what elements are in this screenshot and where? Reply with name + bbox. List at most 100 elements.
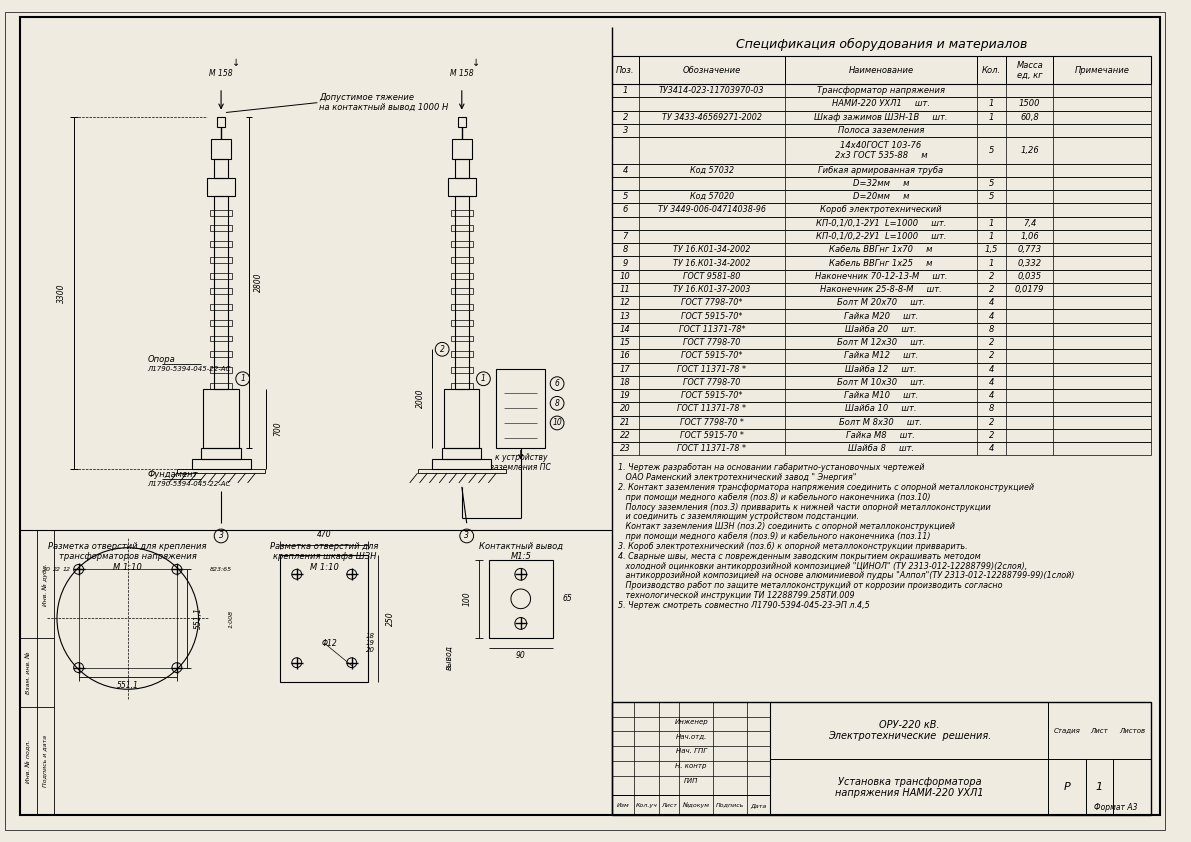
Text: НАМИ-220 УХЛ1     шт.: НАМИ-220 УХЛ1 шт. xyxy=(831,99,930,109)
Bar xyxy=(451,335,473,341)
Bar xyxy=(79,569,176,668)
Text: Л1790-5394-045-22-АС: Л1790-5394-045-22-АС xyxy=(148,366,231,372)
Text: 20: 20 xyxy=(621,404,631,413)
Text: 2: 2 xyxy=(989,431,994,440)
Text: Полоса заземления: Полоса заземления xyxy=(837,126,924,135)
Text: 4: 4 xyxy=(989,445,994,453)
Text: 7,4: 7,4 xyxy=(1023,219,1036,228)
Text: ГОСТ 9581-80: ГОСТ 9581-80 xyxy=(684,272,741,281)
Text: М 158: М 158 xyxy=(210,69,233,77)
Text: 4. Сварные швы, места с поврежденным заводским покрытием окрашивать методом: 4. Сварные швы, места с поврежденным зав… xyxy=(618,552,980,561)
Bar xyxy=(612,177,1151,190)
Text: Болт М 10х30     шт.: Болт М 10х30 шт. xyxy=(836,378,925,387)
Text: 8: 8 xyxy=(623,245,628,254)
Bar xyxy=(612,137,1151,163)
Text: 8: 8 xyxy=(555,399,560,408)
Text: 250: 250 xyxy=(386,611,394,626)
Text: Установка трансформатора
напряжения НАМИ-220 УХЛ1: Установка трансформатора напряжения НАМИ… xyxy=(835,776,984,798)
Text: технологической инструкции ТИ 12288799.258ТИ.009: технологической инструкции ТИ 12288799.2… xyxy=(618,591,855,600)
Text: 2: 2 xyxy=(623,113,628,121)
Bar xyxy=(211,241,232,247)
Text: Шкаф зажимов ШЗН-1В     шт.: Шкаф зажимов ШЗН-1В шт. xyxy=(815,113,948,121)
Bar xyxy=(448,179,475,196)
Text: ↓: ↓ xyxy=(473,58,481,68)
Bar xyxy=(211,257,232,263)
Text: ГОСТ 7798-70 *: ГОСТ 7798-70 * xyxy=(680,418,744,427)
Text: ОРУ-220 кВ.
Электротехнические  решения.: ОРУ-220 кВ. Электротехнические решения. xyxy=(828,720,991,741)
Bar xyxy=(442,448,481,460)
Text: 2: 2 xyxy=(989,272,994,281)
Text: Разметка отверстий для: Разметка отверстий для xyxy=(270,542,379,552)
Text: 0,773: 0,773 xyxy=(1017,245,1042,254)
Bar xyxy=(451,273,473,279)
Text: Нач.отд.: Нач.отд. xyxy=(675,733,707,739)
Text: 9: 9 xyxy=(623,258,628,268)
Text: 3: 3 xyxy=(623,126,628,135)
Bar xyxy=(214,196,227,388)
Text: 1: 1 xyxy=(989,219,994,228)
Text: Н. контр: Н. контр xyxy=(675,763,707,769)
Text: Обозначение: Обозначение xyxy=(682,66,741,75)
Text: 22: 22 xyxy=(52,567,61,572)
Bar xyxy=(612,97,1151,110)
Text: Кабель ВВГнг 1х25     м: Кабель ВВГнг 1х25 м xyxy=(829,258,933,268)
Text: 6: 6 xyxy=(623,205,628,215)
Text: 7: 7 xyxy=(623,232,628,241)
Text: 1,06: 1,06 xyxy=(1021,232,1039,241)
Text: 8: 8 xyxy=(989,325,994,334)
Text: 0,332: 0,332 xyxy=(1017,258,1042,268)
Text: Контактный вывод: Контактный вывод xyxy=(479,542,563,552)
Text: 1: 1 xyxy=(989,113,994,121)
Text: 14: 14 xyxy=(621,325,631,334)
Text: ГОСТ 5915-70*: ГОСТ 5915-70* xyxy=(681,351,742,360)
Text: 14х40ГОСТ 103-76
2х3 ГОСТ 535-88     м: 14х40ГОСТ 103-76 2х3 ГОСТ 535-88 м xyxy=(835,141,927,160)
Text: Допустимое тяжение
на контактный вывод 1000 Н: Допустимое тяжение на контактный вывод 1… xyxy=(319,93,449,112)
Text: №докум: №докум xyxy=(682,802,710,808)
Text: 1: 1 xyxy=(989,258,994,268)
Bar xyxy=(612,269,1151,283)
Text: 90: 90 xyxy=(516,652,525,660)
Text: к устройству: к устройству xyxy=(494,453,547,462)
Text: Код 57032: Код 57032 xyxy=(690,166,734,174)
Text: ГОСТ 11371-78*: ГОСТ 11371-78* xyxy=(679,325,746,334)
Text: ТУ 3449-006-04714038-96: ТУ 3449-006-04714038-96 xyxy=(657,205,766,215)
Text: 4: 4 xyxy=(989,378,994,387)
Text: ГОСТ 7798-70: ГОСТ 7798-70 xyxy=(684,378,741,387)
Text: 3: 3 xyxy=(219,531,224,541)
Bar xyxy=(612,296,1151,310)
Text: 8: 8 xyxy=(989,404,994,413)
Bar xyxy=(612,310,1151,322)
Bar xyxy=(612,336,1151,349)
Text: Полосу заземления (поз.3) привварить к нижней части опорной металлоконструкции: Полосу заземления (поз.3) привварить к н… xyxy=(618,503,991,512)
Text: Болт М 12х30     шт.: Болт М 12х30 шт. xyxy=(836,338,925,347)
Text: Шайба 10     шт.: Шайба 10 шт. xyxy=(846,404,917,413)
Bar xyxy=(211,210,232,216)
Text: Инв. № дубл.: Инв. № дубл. xyxy=(43,562,48,605)
Text: ТУ 16.К01-34-2002: ТУ 16.К01-34-2002 xyxy=(673,258,750,268)
Bar xyxy=(455,158,469,179)
Bar xyxy=(612,389,1151,402)
Text: Производство работ по защите металлоконструкций от коррозии производить согласно: Производство работ по защите металлоконс… xyxy=(618,581,1003,590)
Text: М 1:10: М 1:10 xyxy=(113,563,142,572)
Text: при помощи медного кабеля (поз.8) и кабельного наконечника (поз.10): при помощи медного кабеля (поз.8) и кабе… xyxy=(618,493,930,502)
Text: Трансформатор напряжения: Трансформатор напряжения xyxy=(817,86,944,95)
Text: 3300: 3300 xyxy=(57,284,67,303)
Bar xyxy=(612,257,1151,269)
Bar xyxy=(217,117,225,127)
Text: 10: 10 xyxy=(621,272,631,281)
Text: Л1790-5394-045-22-АС: Л1790-5394-045-22-АС xyxy=(148,481,231,487)
Text: D=20мм     м: D=20мм м xyxy=(853,192,909,201)
Text: ГИП: ГИП xyxy=(684,778,698,784)
Text: 2. Контакт заземления трансформатора напряжения соединить с опорной металлоконст: 2. Контакт заземления трансформатора нап… xyxy=(618,483,1034,492)
Text: и соединить с заземляющим устройством подстанции.: и соединить с заземляющим устройством по… xyxy=(618,513,859,521)
Text: 23: 23 xyxy=(621,445,631,453)
Text: 1:008: 1:008 xyxy=(229,610,233,627)
Text: Стадия: Стадия xyxy=(1054,727,1080,733)
Text: Контакт заземления ШЗН (поз.2) соединить с опорной металлоконструкцией: Контакт заземления ШЗН (поз.2) соединить… xyxy=(618,522,955,531)
Bar xyxy=(451,241,473,247)
Text: при помощи медного кабеля (поз.9) и кабельного наконечника (поз.11): при помощи медного кабеля (поз.9) и кабе… xyxy=(618,532,930,541)
Bar xyxy=(612,124,1151,137)
Bar xyxy=(451,257,473,263)
Bar xyxy=(418,469,506,473)
Text: 3. Короб электротехнический (поз.6) к опорной металлоконструкции привварить.: 3. Короб электротехнический (поз.6) к оп… xyxy=(618,542,967,551)
